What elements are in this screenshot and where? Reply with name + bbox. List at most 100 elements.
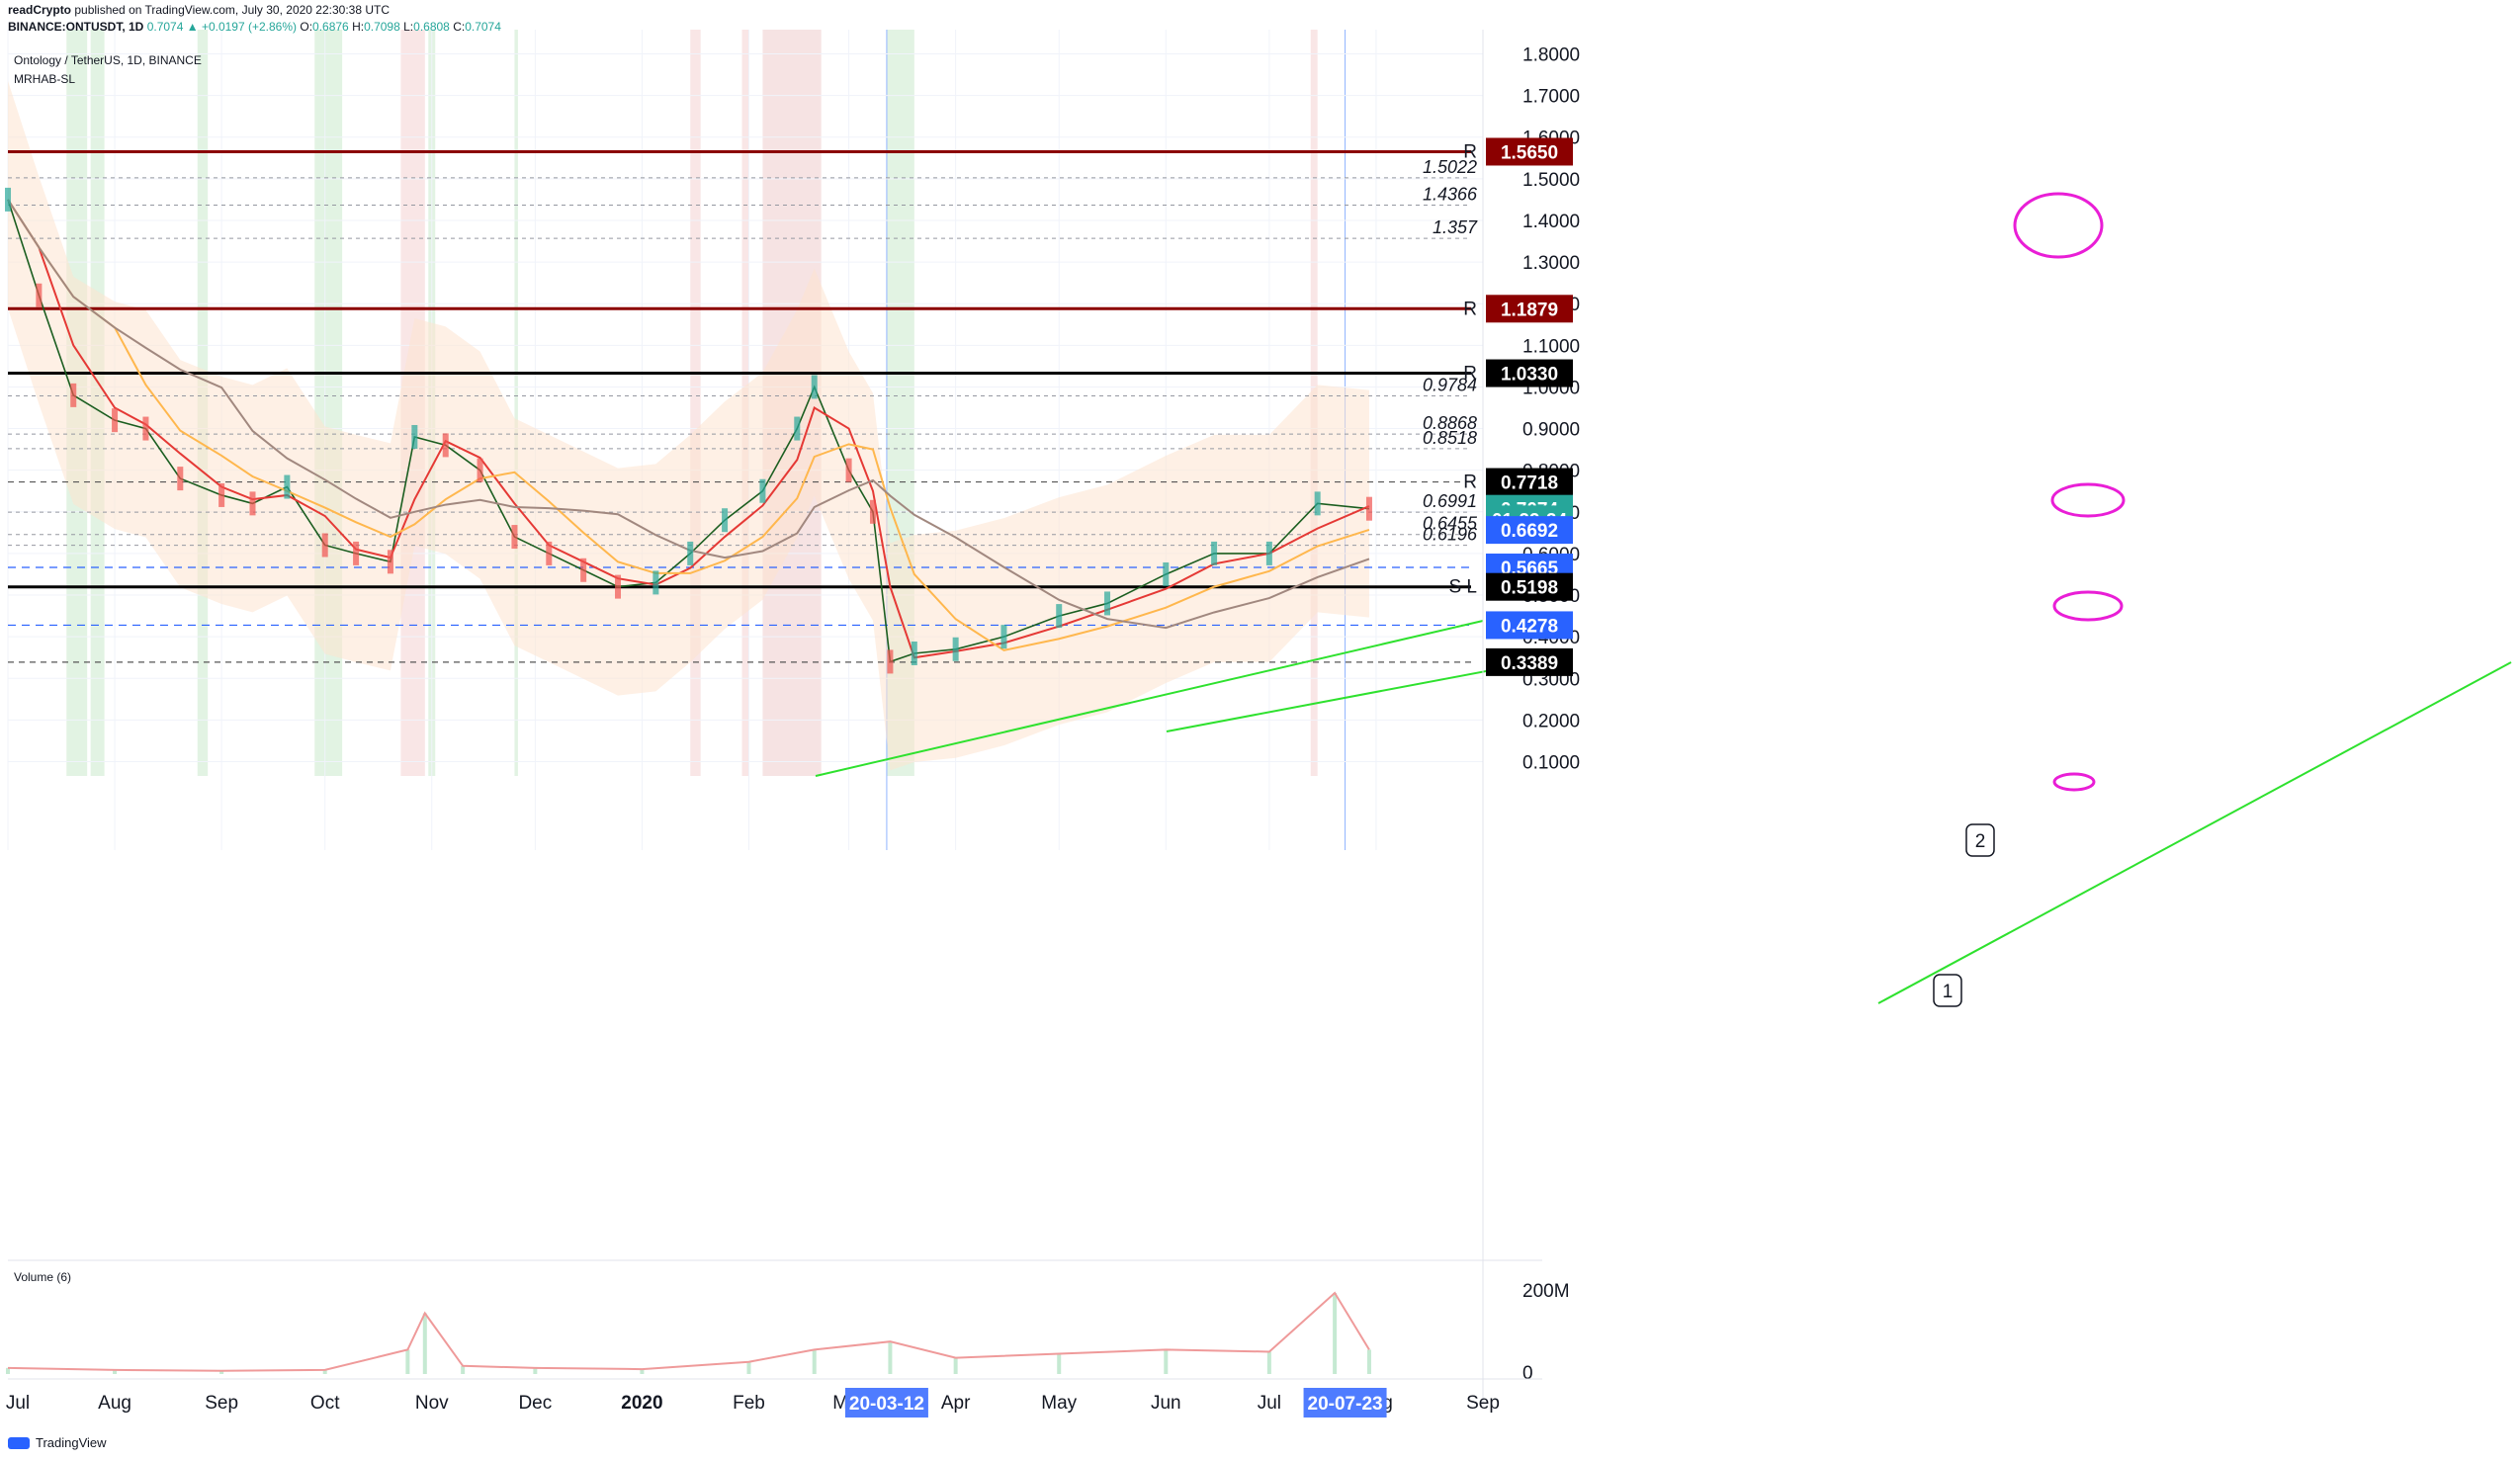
rising-trend-line (815, 620, 1484, 777)
price-candle (1211, 541, 1218, 565)
time-tick-Dec: Dec (518, 1393, 552, 1414)
price-candle (1000, 625, 1007, 649)
volume-label[interactable]: Volume (6) (14, 1270, 72, 1284)
price-tick-0.1000: 0.1000 (1522, 753, 1580, 774)
symbol: BINANCE:ONTUSDT, 1D (8, 20, 144, 34)
volume-bar (812, 1349, 817, 1374)
trend-lines (815, 620, 2512, 1004)
price-tag-1.0330: 1.0330 (1501, 365, 1558, 386)
price-candle (1163, 561, 1170, 586)
level-marker: R (1463, 473, 1477, 493)
price-candle (477, 458, 483, 482)
volume-bar (461, 1365, 466, 1374)
legend-indicator[interactable]: MRHAB-SL (14, 72, 76, 86)
brand-label: TradingView (36, 1435, 107, 1450)
time-tick-Oct: Oct (310, 1393, 340, 1414)
volume-bar (422, 1313, 427, 1374)
level-marker: R (1463, 364, 1477, 385)
volume-scale-label: 0 (1522, 1363, 1533, 1384)
tradingview-brand[interactable]: TradingView (8, 1435, 107, 1450)
level-label-1.4366: 1.4366 (1423, 185, 1478, 205)
publisher: readCrypto (8, 3, 72, 17)
callout-number: 1 (1943, 982, 1954, 1002)
volume-pane: 200M 0 (6, 1259, 1570, 1384)
highlight-circle (2050, 482, 2126, 518)
date-tag-20-03-12: 20-03-12 (849, 1394, 924, 1415)
volume-bar (640, 1369, 645, 1374)
chart-legend[interactable]: Ontology / TetherUS, 1D, BINANCE MRHAB-S… (14, 51, 202, 89)
moving-average-line (7, 199, 1370, 659)
volume-ma-line (7, 1291, 1370, 1372)
price-candle (1265, 541, 1272, 565)
time-tick-Aug: Aug (98, 1393, 131, 1414)
price-candle (580, 558, 587, 582)
price-candle (794, 416, 801, 441)
time-tick-Sep: Sep (205, 1393, 238, 1414)
ohlc-low: 0.6808 (413, 20, 450, 34)
price-candle (1365, 496, 1372, 521)
price-tag-bg (1486, 359, 1573, 387)
price-candle (759, 478, 766, 503)
volume-bar (113, 1369, 118, 1374)
time-tick-Nov: Nov (415, 1393, 449, 1414)
price-candle (177, 467, 184, 491)
legend-title: Ontology / TetherUS, 1D, BINANCE (14, 53, 202, 67)
date-tag-bg (844, 1388, 928, 1418)
price-candle (546, 541, 553, 565)
ohlc-open: 0.6876 (312, 20, 349, 34)
highlight-circle (2052, 590, 2124, 622)
price-tag-0.4278: 0.4278 (1501, 616, 1558, 637)
price-tick-1.5000: 1.5000 (1522, 170, 1580, 191)
callout-box (1965, 823, 1995, 857)
level-marker: R (1463, 141, 1477, 162)
price-tag-bg (1486, 572, 1573, 601)
date-tag-20-07-23: 20-07-23 (1308, 1394, 1383, 1415)
time-axis: JulAugSepOctNovDec2020FebMarAprMayJunJul… (6, 1378, 1542, 1418)
volume-bar (888, 1341, 893, 1374)
ohlc-close: 0.7074 (465, 20, 501, 34)
price-tag-bg (1486, 468, 1573, 496)
published-info: published on TradingView.com, July 30, 2… (74, 3, 391, 17)
volume-scale-label: 200M (1522, 1281, 1570, 1302)
volume-bar (953, 1357, 958, 1374)
time-tick-Apr: Apr (941, 1393, 971, 1414)
close-line (7, 199, 1370, 663)
price-candle (887, 649, 894, 674)
highlight-circle (2052, 772, 2096, 792)
volume-bar (405, 1349, 410, 1374)
price-tick-1.1000: 1.1000 (1522, 336, 1580, 357)
bollinger-band-area (8, 80, 1369, 771)
price-candle (687, 541, 694, 565)
level-label-0.8518: 0.8518 (1423, 428, 1477, 448)
price-candle (218, 482, 225, 507)
price-tag-bg (1486, 137, 1573, 166)
time-tick-Feb: Feb (733, 1393, 765, 1414)
callout-box (1933, 974, 1962, 1007)
price-tick-1.7000: 1.7000 (1522, 87, 1580, 108)
price-candle (811, 375, 818, 399)
highlight-circle (2013, 192, 2104, 259)
price-tag-bg (1486, 611, 1573, 640)
price-candle (615, 574, 622, 599)
price-tag-0.6692: 0.6692 (1501, 521, 1558, 542)
price-candle (722, 508, 729, 533)
price-tag-bg (1486, 516, 1573, 545)
time-tick-Jun: Jun (1151, 1393, 1181, 1414)
price-candle (112, 408, 119, 433)
price-tick-0.9000: 0.9000 (1522, 420, 1580, 441)
price-tags: 1.56501.18791.03300.77180.707401:29:240.… (1486, 137, 1573, 676)
volume-bar (1333, 1293, 1338, 1374)
callout-number: 2 (1975, 831, 1986, 852)
channel-upper-line (1877, 661, 2512, 1004)
price-candle (869, 499, 876, 524)
time-tick-Jul: Jul (6, 1393, 30, 1414)
channel-lower-line (1166, 663, 1523, 732)
ohlc-high: 0.7098 (364, 20, 400, 34)
volume-bar (1266, 1351, 1271, 1374)
price-candle (36, 283, 43, 307)
price-series (5, 187, 1372, 674)
price-tag-bg (1486, 647, 1573, 676)
level-label-0.6196: 0.6196 (1423, 525, 1478, 545)
price-candle (284, 474, 291, 499)
